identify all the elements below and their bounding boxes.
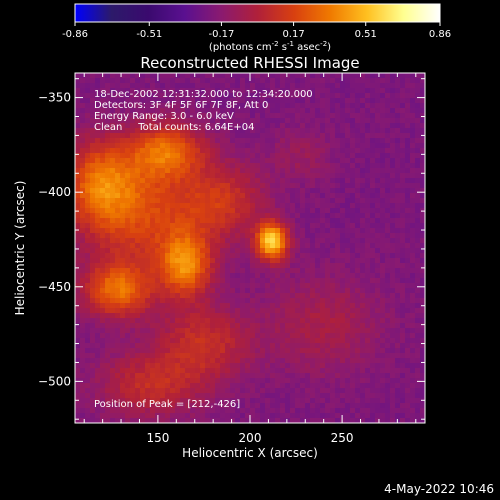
- x-tick-label: 200: [239, 431, 262, 445]
- footer-date: 4-May-2022 10:46: [384, 482, 494, 496]
- colorbar-tick-label: -0.86: [62, 29, 88, 40]
- y-tick-label: −400: [38, 185, 71, 199]
- annotation-detectors: Detectors: 3F 4F 5F 6F 7F 8F, Att 0: [94, 100, 268, 111]
- heatmap-image: [75, 73, 425, 423]
- y-tick-label: −450: [38, 280, 71, 294]
- y-tick-label: −500: [38, 374, 71, 388]
- colorbar-unit-label: (photons cm-2 s-1 asec-2): [209, 40, 331, 53]
- colorbar-tick-label: -0.17: [208, 29, 234, 40]
- colorbar-tick-label: -0.51: [136, 29, 162, 40]
- y-tick-label: −350: [38, 91, 71, 105]
- annotation-peak-position: Position of Peak = [212,-426]: [94, 399, 240, 410]
- chart-title: Reconstructed RHESSI Image: [140, 54, 359, 72]
- colorbar: [74, 3, 441, 23]
- annotation-energy-range: Energy Range: 3.0 - 6.0 keV: [94, 111, 234, 122]
- x-tick-label: 150: [146, 431, 169, 445]
- colorbar-tick-label: 0.51: [355, 29, 377, 40]
- colorbar-tick-label: 0.86: [429, 29, 451, 40]
- annotation-time-range: 18-Dec-2002 12:31:32.000 to 12:34:20.000: [94, 89, 313, 100]
- annotation-clean-counts: Clean Total counts: 6.64E+04: [94, 122, 254, 133]
- axis-ticks: 150 200 250 −350 −400 −450 −500: [38, 73, 425, 445]
- colorbar-ticks: -0.86 -0.51 -0.17 0.17 0.51 0.86: [62, 22, 451, 40]
- colorbar-tick-label: 0.17: [282, 29, 304, 40]
- x-tick-label: 250: [331, 431, 354, 445]
- x-axis-title: Heliocentric X (arcsec): [182, 446, 318, 460]
- y-axis-title: Heliocentric Y (arcsec): [13, 181, 27, 316]
